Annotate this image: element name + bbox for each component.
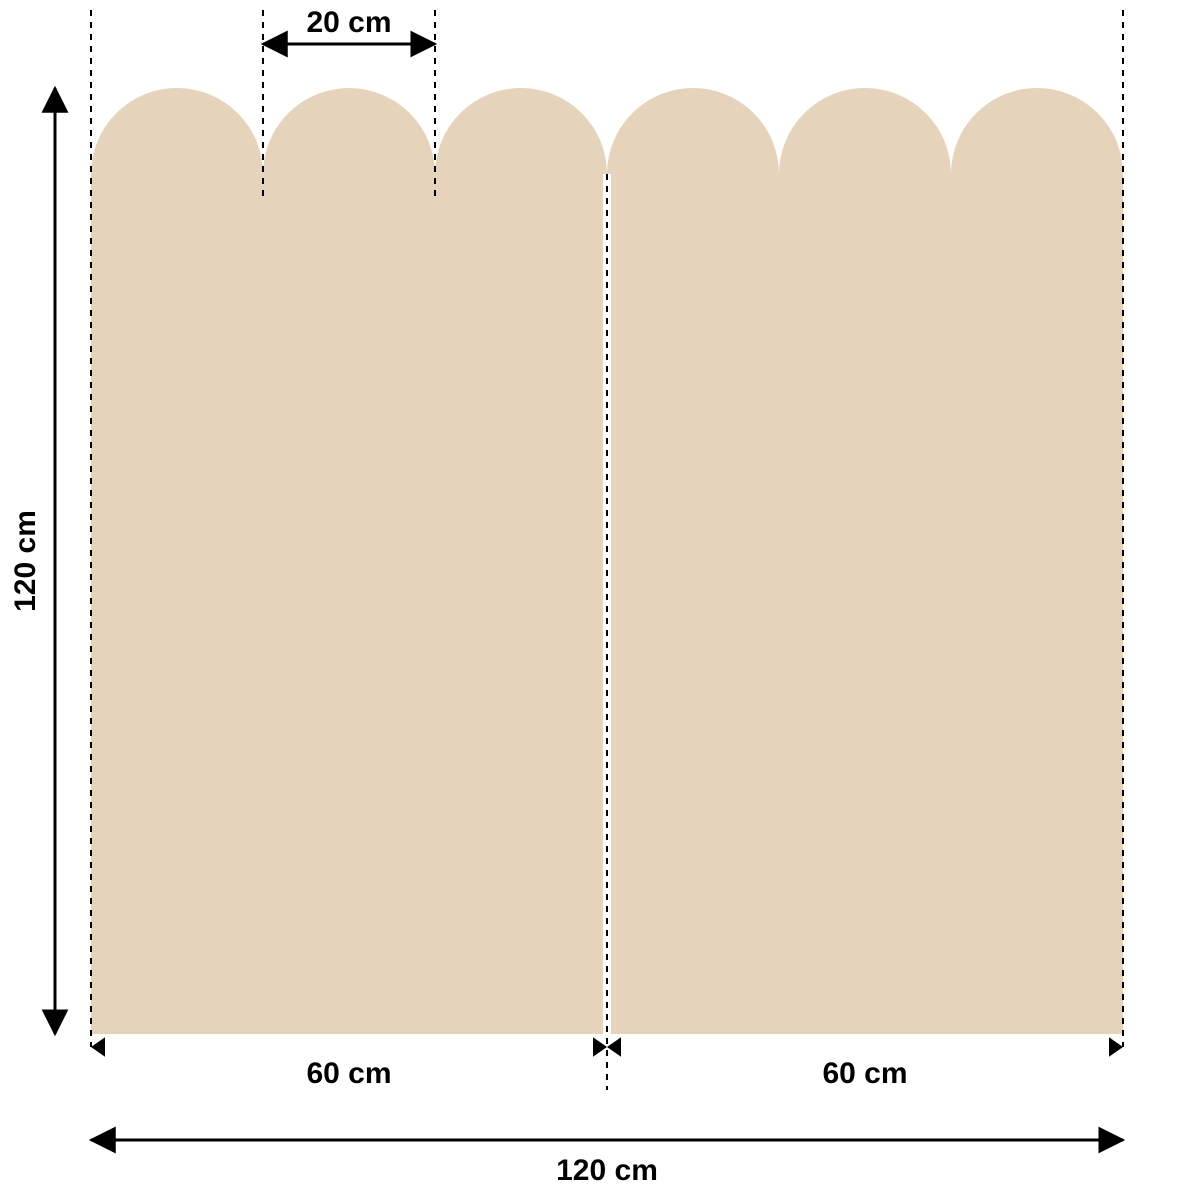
dim-label-scallop: 20 cm [306,6,391,39]
dim-tick [593,1037,607,1057]
dim-label-half-right: 60 cm [822,1057,907,1090]
dim-tick [1109,1037,1123,1057]
dim-label-height: 120 cm [9,510,42,612]
dim-tick [91,1037,105,1057]
dim-tick [607,1037,621,1057]
dim-label-half-left: 60 cm [306,1057,391,1090]
panel-right-half [607,88,1123,1034]
panel-left-half [91,88,607,1034]
dimension-diagram: 20 cm 120 cm 60 cm 60 cm 120 cm [0,0,1200,1200]
dim-label-total: 120 cm [556,1154,658,1187]
